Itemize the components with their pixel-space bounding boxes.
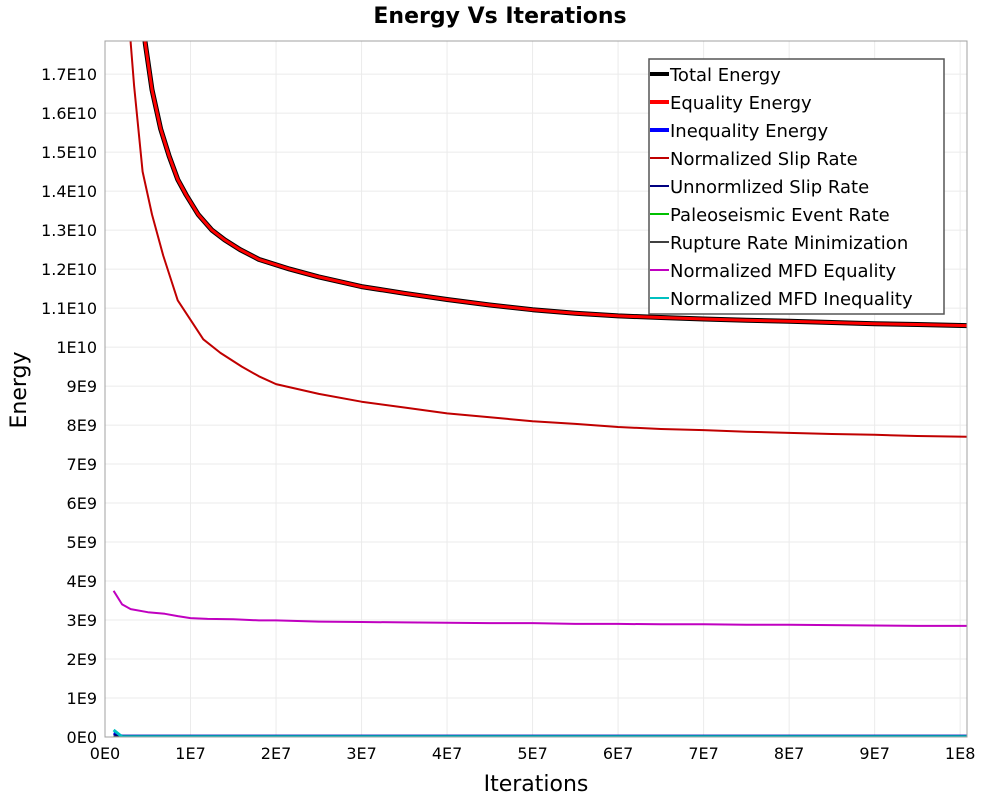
x-tick-label: 4E7	[432, 744, 462, 763]
legend-item: Unnormlized Slip Rate	[650, 177, 869, 198]
series-line-equality-energy	[143, 41, 967, 328]
legend-label: Rupture Rate Minimization	[670, 233, 908, 254]
legend-item: Total Energy	[650, 65, 781, 86]
legend-item: Inequality Energy	[650, 121, 828, 142]
y-tick-label: 1.5E10	[41, 143, 97, 162]
y-tick-label: 1.6E10	[41, 104, 97, 123]
x-axis-label: Iterations	[484, 772, 589, 797]
y-tick-label: 6E9	[67, 494, 97, 513]
x-tick-label: 1E7	[175, 744, 205, 763]
y-axis-ticks: 0E0 1E9 2E9 3E9 4E9 5E9 6E9 7E9 8E9 9E9 1E10 1.1E10…	[41, 65, 97, 747]
y-tick-label: 1.3E10	[41, 221, 97, 240]
y-tick-label: 8E9	[67, 416, 97, 435]
x-tick-label: 1E8	[945, 744, 975, 763]
x-tick-label: 6E7	[603, 744, 633, 763]
legend-label: Unnormlized Slip Rate	[670, 177, 869, 198]
legend-label: Normalized Slip Rate	[670, 149, 858, 170]
y-axis-label: Energy	[7, 351, 32, 428]
x-axis-ticks: 0E0 1E7 2E7 3E7 4E7 5E7 6E7 7E7 8E7 9E7 1E8	[90, 744, 976, 763]
x-tick-label: 8E7	[774, 744, 804, 763]
x-tick-label: 0E0	[90, 744, 120, 763]
x-tick-label: 2E7	[261, 744, 291, 763]
y-tick-label: 9E9	[67, 377, 97, 396]
series-line-normalized-mfd-equality	[112, 590, 967, 627]
chart-title: Energy Vs Iterations	[373, 4, 626, 29]
legend-label: Equality Energy	[670, 93, 812, 114]
y-tick-label: 4E9	[67, 572, 97, 591]
y-tick-label: 3E9	[67, 611, 97, 630]
legend-item: Paleoseismic Event Rate	[650, 205, 890, 226]
legend-label: Normalized MFD Inequality	[670, 289, 913, 310]
y-tick-label: 0E0	[67, 728, 97, 747]
y-tick-label: 1E9	[67, 689, 97, 708]
legend-label: Paleoseismic Event Rate	[670, 205, 890, 226]
y-tick-label: 1.7E10	[41, 65, 97, 84]
y-tick-label: 1.2E10	[41, 260, 97, 279]
x-tick-label: 7E7	[688, 744, 718, 763]
legend-item: Normalized MFD Inequality	[650, 289, 913, 310]
y-tick-label: 7E9	[67, 455, 97, 474]
plot-frame	[104, 40, 968, 738]
x-tick-label: 5E7	[517, 744, 547, 763]
legend-item: Rupture Rate Minimization	[650, 233, 908, 254]
y-tick-label: 1.4E10	[41, 182, 97, 201]
legend: Total Energy Equality Energy Inequality En…	[648, 58, 945, 315]
x-tick-label: 3E7	[346, 744, 376, 763]
series-line-normalized-slip-rate	[129, 41, 967, 438]
y-tick-label: 1.1E10	[41, 299, 97, 318]
y-tick-label: 2E9	[67, 650, 97, 669]
legend-item: Equality Energy	[650, 93, 812, 114]
legend-item: Normalized Slip Rate	[650, 149, 858, 170]
series-line-normalized-mfd-inequality	[112, 728, 967, 737]
y-tick-label: 5E9	[67, 533, 97, 552]
legend-box	[648, 58, 945, 315]
legend-label: Inequality Energy	[670, 121, 828, 142]
x-tick-label: 9E7	[859, 744, 889, 763]
y-tick-label: 1E10	[56, 338, 97, 357]
legend-item: Normalized MFD Equality	[650, 261, 897, 282]
legend-label: Total Energy	[669, 65, 781, 86]
legend-label: Normalized MFD Equality	[670, 261, 897, 282]
